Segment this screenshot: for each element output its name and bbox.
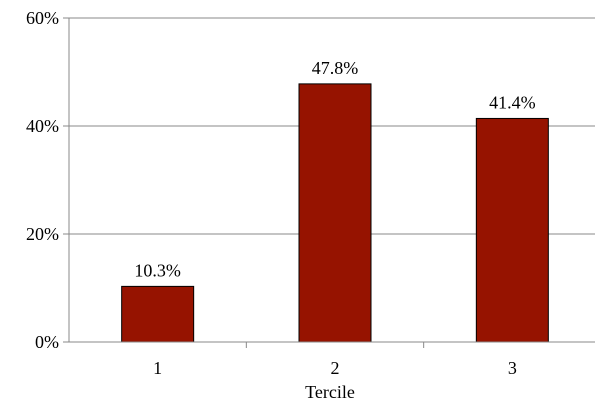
x-tick-label-2: 2: [331, 358, 340, 378]
y-tick-label-20: 20%: [26, 224, 59, 244]
data-label-2: 47.8%: [312, 58, 359, 78]
x-tick-label-1: 1: [153, 358, 162, 378]
y-tick-label-60: 60%: [26, 8, 59, 28]
bar-3: [475, 117, 549, 343]
labels: 0% 20% 40% 60% 10.3% 1 47.8% 2 41.4% 3: [26, 8, 536, 378]
axes: [63, 17, 595, 348]
x-axis-title: Tercile: [305, 382, 355, 402]
x-tick-label-3: 3: [508, 358, 517, 378]
bars: [121, 83, 549, 343]
bar-2: [298, 83, 372, 343]
bar-1: [121, 285, 195, 343]
data-label-3: 41.4%: [489, 92, 536, 112]
data-label-1: 10.3%: [134, 260, 181, 280]
y-tick-label-0: 0%: [35, 332, 59, 352]
y-tick-label-40: 40%: [26, 116, 59, 136]
